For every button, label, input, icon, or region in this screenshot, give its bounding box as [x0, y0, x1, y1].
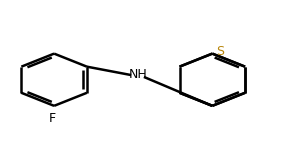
- Text: NH: NH: [129, 68, 147, 81]
- Text: S: S: [216, 45, 224, 58]
- Text: F: F: [49, 112, 56, 125]
